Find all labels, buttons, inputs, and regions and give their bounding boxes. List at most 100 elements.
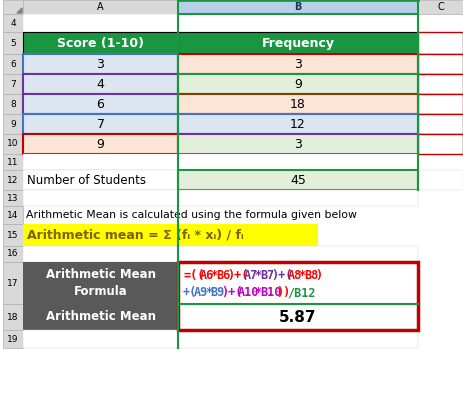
Bar <box>3 32 23 54</box>
Text: A6: A6 <box>200 269 214 282</box>
Text: *: * <box>255 286 262 299</box>
Polygon shape <box>17 8 22 13</box>
Bar <box>23 74 178 94</box>
Bar <box>178 0 418 14</box>
Bar <box>3 0 23 14</box>
Text: 9: 9 <box>294 78 302 90</box>
Bar <box>3 14 23 32</box>
Text: )): )) <box>276 286 291 299</box>
Bar <box>178 154 418 170</box>
Text: 12: 12 <box>7 176 19 184</box>
Bar <box>23 330 178 348</box>
Bar <box>23 114 178 134</box>
Text: 5: 5 <box>10 38 16 48</box>
Text: 9: 9 <box>97 138 105 151</box>
Bar <box>178 14 418 32</box>
Bar <box>3 94 23 114</box>
Bar <box>178 54 418 74</box>
Text: 14: 14 <box>7 211 19 219</box>
Text: 45: 45 <box>290 173 306 186</box>
Bar <box>178 246 418 262</box>
Bar <box>3 206 23 224</box>
Text: B: B <box>294 2 302 12</box>
Bar <box>23 32 178 54</box>
Bar <box>418 94 463 114</box>
Text: C: C <box>437 2 444 12</box>
Text: *: * <box>205 286 212 299</box>
Bar <box>418 0 463 14</box>
Bar <box>3 114 23 134</box>
Text: 4: 4 <box>10 18 16 28</box>
Bar <box>23 0 178 14</box>
Text: A10: A10 <box>238 286 259 299</box>
Text: ): ) <box>315 269 322 282</box>
Bar <box>3 154 23 170</box>
Bar <box>178 330 418 348</box>
Text: Score (1-10): Score (1-10) <box>57 37 144 50</box>
Bar <box>3 304 23 330</box>
Text: 5.87: 5.87 <box>279 309 317 324</box>
Text: )+(: )+( <box>271 269 292 282</box>
Text: 11: 11 <box>7 158 19 166</box>
Bar <box>23 246 178 262</box>
Text: Number of Students: Number of Students <box>27 173 146 186</box>
Text: =((: =(( <box>183 269 204 282</box>
Text: 17: 17 <box>7 279 19 287</box>
Text: /B12: /B12 <box>288 286 316 299</box>
Bar <box>3 262 23 304</box>
Text: 3: 3 <box>294 58 302 70</box>
Text: *: * <box>211 269 218 282</box>
Text: 12: 12 <box>290 118 306 131</box>
Text: *: * <box>299 269 306 282</box>
Text: 3: 3 <box>294 138 302 151</box>
Text: )+(: )+( <box>221 286 243 299</box>
Bar <box>3 330 23 348</box>
Bar <box>178 134 418 154</box>
Text: Frequency: Frequency <box>262 37 334 50</box>
Text: A7: A7 <box>244 269 258 282</box>
Bar <box>178 114 418 134</box>
Bar <box>178 170 418 190</box>
Text: )+(: )+( <box>227 269 248 282</box>
Text: 10: 10 <box>7 140 19 148</box>
Bar <box>23 14 178 32</box>
Bar <box>3 170 23 190</box>
Bar <box>3 224 23 246</box>
Text: 7: 7 <box>96 118 105 131</box>
Text: A: A <box>97 2 104 12</box>
Bar <box>178 94 418 114</box>
Bar <box>178 32 418 54</box>
Bar <box>23 224 318 246</box>
Bar <box>3 190 23 206</box>
Text: B6: B6 <box>216 269 230 282</box>
Bar <box>418 32 463 54</box>
Text: 4: 4 <box>97 78 105 90</box>
Bar <box>418 74 463 94</box>
Text: 18: 18 <box>290 98 306 111</box>
Text: A8: A8 <box>288 269 302 282</box>
Text: Arithmetic Mean is calculated using the formula given below: Arithmetic Mean is calculated using the … <box>26 210 357 220</box>
Text: 9: 9 <box>10 120 16 128</box>
Bar <box>23 54 178 74</box>
Text: B8: B8 <box>304 269 318 282</box>
Bar <box>178 74 418 94</box>
Text: +(: +( <box>183 286 197 299</box>
Bar <box>418 170 463 190</box>
Bar <box>23 190 178 206</box>
Text: 19: 19 <box>7 334 19 344</box>
Bar <box>23 262 178 304</box>
Text: 6: 6 <box>97 98 105 111</box>
Text: 3: 3 <box>97 58 105 70</box>
Text: B10: B10 <box>260 286 282 299</box>
Bar <box>23 134 178 154</box>
Text: 18: 18 <box>7 312 19 322</box>
Bar <box>3 246 23 262</box>
Text: A9: A9 <box>194 286 208 299</box>
Bar <box>23 94 178 114</box>
Bar <box>3 74 23 94</box>
Bar <box>178 190 418 206</box>
Text: B9: B9 <box>211 286 225 299</box>
Text: 13: 13 <box>7 193 19 203</box>
Bar <box>23 170 178 190</box>
Text: *: * <box>255 269 262 282</box>
